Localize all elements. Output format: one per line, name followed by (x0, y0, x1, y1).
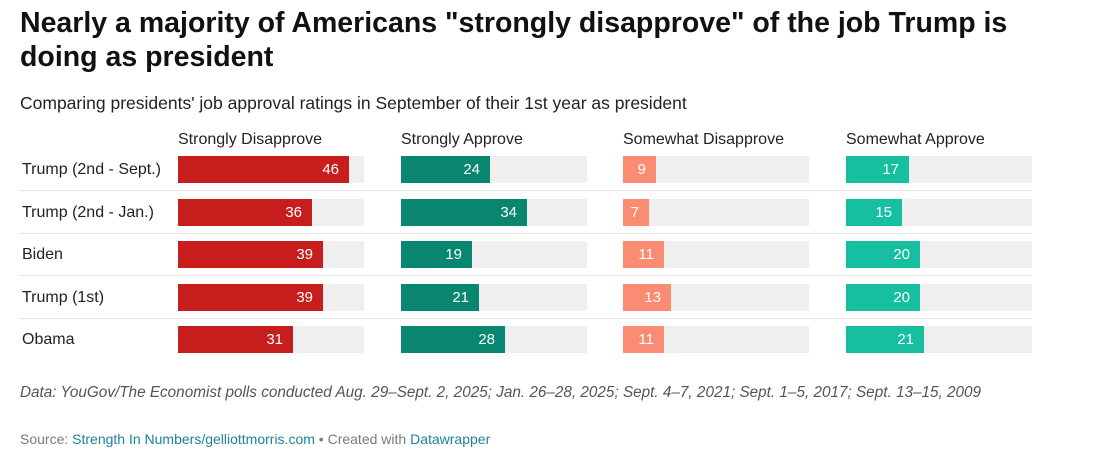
row-separator (20, 232, 1032, 234)
bar-strongly-disapprove (178, 326, 293, 353)
row-label: Trump (1st) (22, 288, 105, 306)
bar-somewhat-disapprove (623, 156, 656, 183)
bar-value-label: 7 (630, 203, 639, 221)
bar-strongly-disapprove (178, 241, 323, 268)
bar-somewhat-disapprove (623, 326, 664, 353)
bar-value-label: 19 (445, 246, 462, 263)
bar-value-label: 28 (478, 331, 495, 348)
bar-value-label: 11 (638, 246, 654, 263)
column-header-somewhat-approve: Somewhat Approve (846, 131, 985, 148)
bar-somewhat-approve (846, 198, 902, 226)
bar-value-label: 31 (266, 331, 283, 348)
bar-somewhat-disapprove (623, 241, 664, 268)
source-prefix: Source: (20, 431, 73, 447)
bar-value-label: 39 (296, 246, 313, 263)
bar-value-label: 36 (285, 203, 302, 221)
column-header-strongly-disapprove: Strongly Disapprove (178, 131, 323, 148)
bar-somewhat-approve (846, 241, 920, 268)
row-separator (20, 190, 1032, 191)
data-notes: Data: YouGov/The Economist polls conduct… (20, 384, 982, 401)
source-link[interactable]: Strength In Numbers/gelliottmorris.com (72, 431, 315, 447)
bar-value-label: 24 (463, 161, 480, 178)
bar-value-label: 11 (638, 331, 654, 348)
bar-strongly-disapprove (178, 283, 323, 311)
bar-value-label: 20 (893, 246, 910, 263)
bar-strongly-approve (401, 156, 490, 183)
row-label: Obama (22, 331, 75, 348)
column-header-somewhat-disapprove: Somewhat Disapprove (623, 131, 784, 148)
bar-somewhat-disapprove (623, 198, 649, 226)
bar-strongly-disapprove (178, 198, 312, 226)
bar-value-label: 20 (893, 288, 910, 306)
bar-value-label: 46 (322, 161, 339, 178)
row-separator (20, 275, 1032, 276)
row-label: Biden (22, 246, 63, 263)
row-label: Trump (2nd - Sept.) (22, 161, 162, 178)
source-separator: • Created with (314, 431, 411, 447)
bar-strongly-approve (401, 283, 479, 311)
bar-somewhat-disapprove (623, 283, 671, 311)
bar-value-label: 34 (500, 203, 517, 221)
bar-value-label: 15 (875, 203, 892, 221)
datawrapper-link[interactable]: Datawrapper (410, 431, 491, 447)
bar-strongly-approve (401, 241, 472, 268)
bar-value-label: 21 (897, 331, 914, 348)
bar-value-label: 17 (882, 161, 899, 178)
chart-title: Nearly a majority of Americans "strongly… (20, 7, 1008, 73)
row-separator (20, 317, 1032, 319)
row-label: Trump (2nd - Jan.) (22, 203, 154, 221)
bar-value-label: 21 (452, 288, 469, 306)
bar-track (623, 198, 809, 226)
column-header-strongly-approve: Strongly Approve (401, 131, 523, 148)
bar-value-label: 13 (644, 288, 661, 306)
bar-somewhat-approve (846, 283, 920, 311)
bar-value-label: 39 (296, 288, 313, 306)
bar-strongly-approve (401, 326, 505, 353)
bar-somewhat-approve (846, 156, 909, 183)
chart-subtitle: Comparing presidents' job approval ratin… (20, 93, 687, 113)
bar-value-label: 9 (637, 161, 646, 178)
bar-strongly-disapprove (178, 156, 349, 183)
source-line: Source: Strength In Numbers/gelliottmorr… (20, 430, 490, 448)
bar-somewhat-approve (846, 326, 924, 353)
bar-strongly-approve (401, 198, 527, 226)
